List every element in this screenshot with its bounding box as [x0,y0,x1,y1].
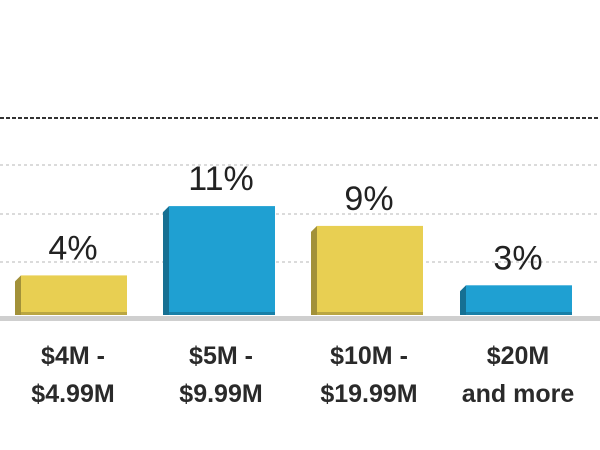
bar-3-face [317,225,423,315]
bar-1-edge [21,312,127,315]
bar-2 [163,206,275,315]
category-labels: $4M - $4.99M $5M - $9.99M $10M - $19.99M $20M a… [31,342,574,408]
category-label-2-line-2: $9.99M [179,380,262,408]
bar-4-face [466,285,572,315]
bar-2-face [169,206,275,315]
value-label-1: 4% [48,229,97,267]
bar-4-edge [466,312,572,315]
value-label-3: 9% [344,180,393,218]
bar-1-side [15,275,21,315]
category-label-1-line-1: $4M - [41,342,105,370]
bar-1 [15,275,127,315]
category-label-4-line-1: $20M [487,342,550,370]
category-label-2-line-1: $5M - [189,342,253,370]
bar-2-side [163,206,169,315]
bar-3-side [311,225,317,315]
value-labels: 4% 11% 9% 3% [48,160,542,277]
value-label-2: 11% [188,160,254,198]
bar-4 [460,285,572,315]
category-label-3-line-1: $10M - [330,342,408,370]
bar-4-side [460,285,466,315]
gridlines [0,164,600,263]
bar-1-face [21,275,127,315]
x-axis-baseline [0,316,600,321]
category-label-1-line-2: $4.99M [31,380,114,408]
value-label-4: 3% [493,239,542,277]
bar-2-edge [169,312,275,315]
category-label-3-line-2: $19.99M [320,380,417,408]
bar-3-edge [317,312,423,315]
bars [15,206,572,315]
category-label-4-line-2: and more [462,380,575,408]
bar-3 [311,225,423,315]
